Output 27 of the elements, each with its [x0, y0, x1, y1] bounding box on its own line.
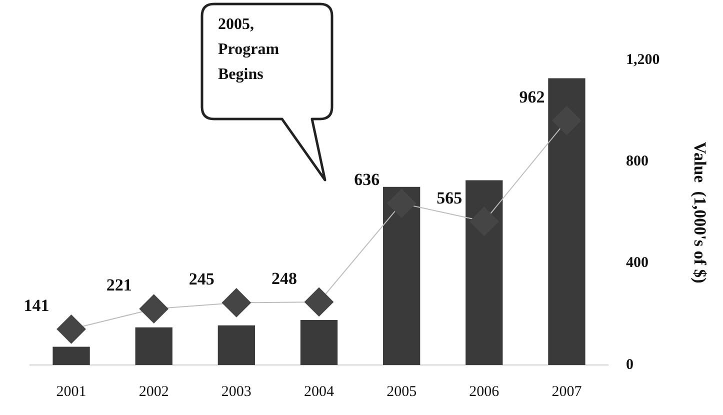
y-tick-label: 400 — [626, 255, 648, 272]
x-tick-label: 2002 — [138, 384, 169, 400]
annotation: 2005, Program Begins — [218, 15, 280, 85]
data-label: 565 — [436, 188, 462, 208]
data-label: 248 — [272, 268, 297, 288]
bar — [52, 346, 90, 365]
x-tick-label: 2003 — [221, 384, 252, 400]
x-tick-label: 2005 — [386, 384, 417, 400]
data-label: 141 — [24, 296, 50, 316]
data-label: 221 — [106, 276, 132, 295]
y-tick-label: 0 — [626, 356, 634, 373]
y-axis-title: Value (1,000's of $) — [690, 142, 710, 284]
data-label: 962 — [519, 87, 545, 106]
data-label: 245 — [188, 270, 214, 289]
bar — [382, 186, 420, 365]
bar — [300, 320, 338, 365]
bar — [548, 78, 586, 365]
y-tick-label: 800 — [626, 154, 648, 170]
x-tick-label: 2007 — [552, 384, 582, 400]
data-label: 636 — [354, 170, 380, 190]
x-tick-label: 2006 — [469, 384, 500, 400]
bar — [466, 180, 503, 365]
x-tick-label: 2004 — [304, 384, 334, 400]
bar — [135, 327, 172, 365]
y-tick-label: 1,200 — [626, 52, 660, 68]
bar — [218, 325, 256, 365]
x-tick-label: 2001 — [56, 384, 86, 400]
